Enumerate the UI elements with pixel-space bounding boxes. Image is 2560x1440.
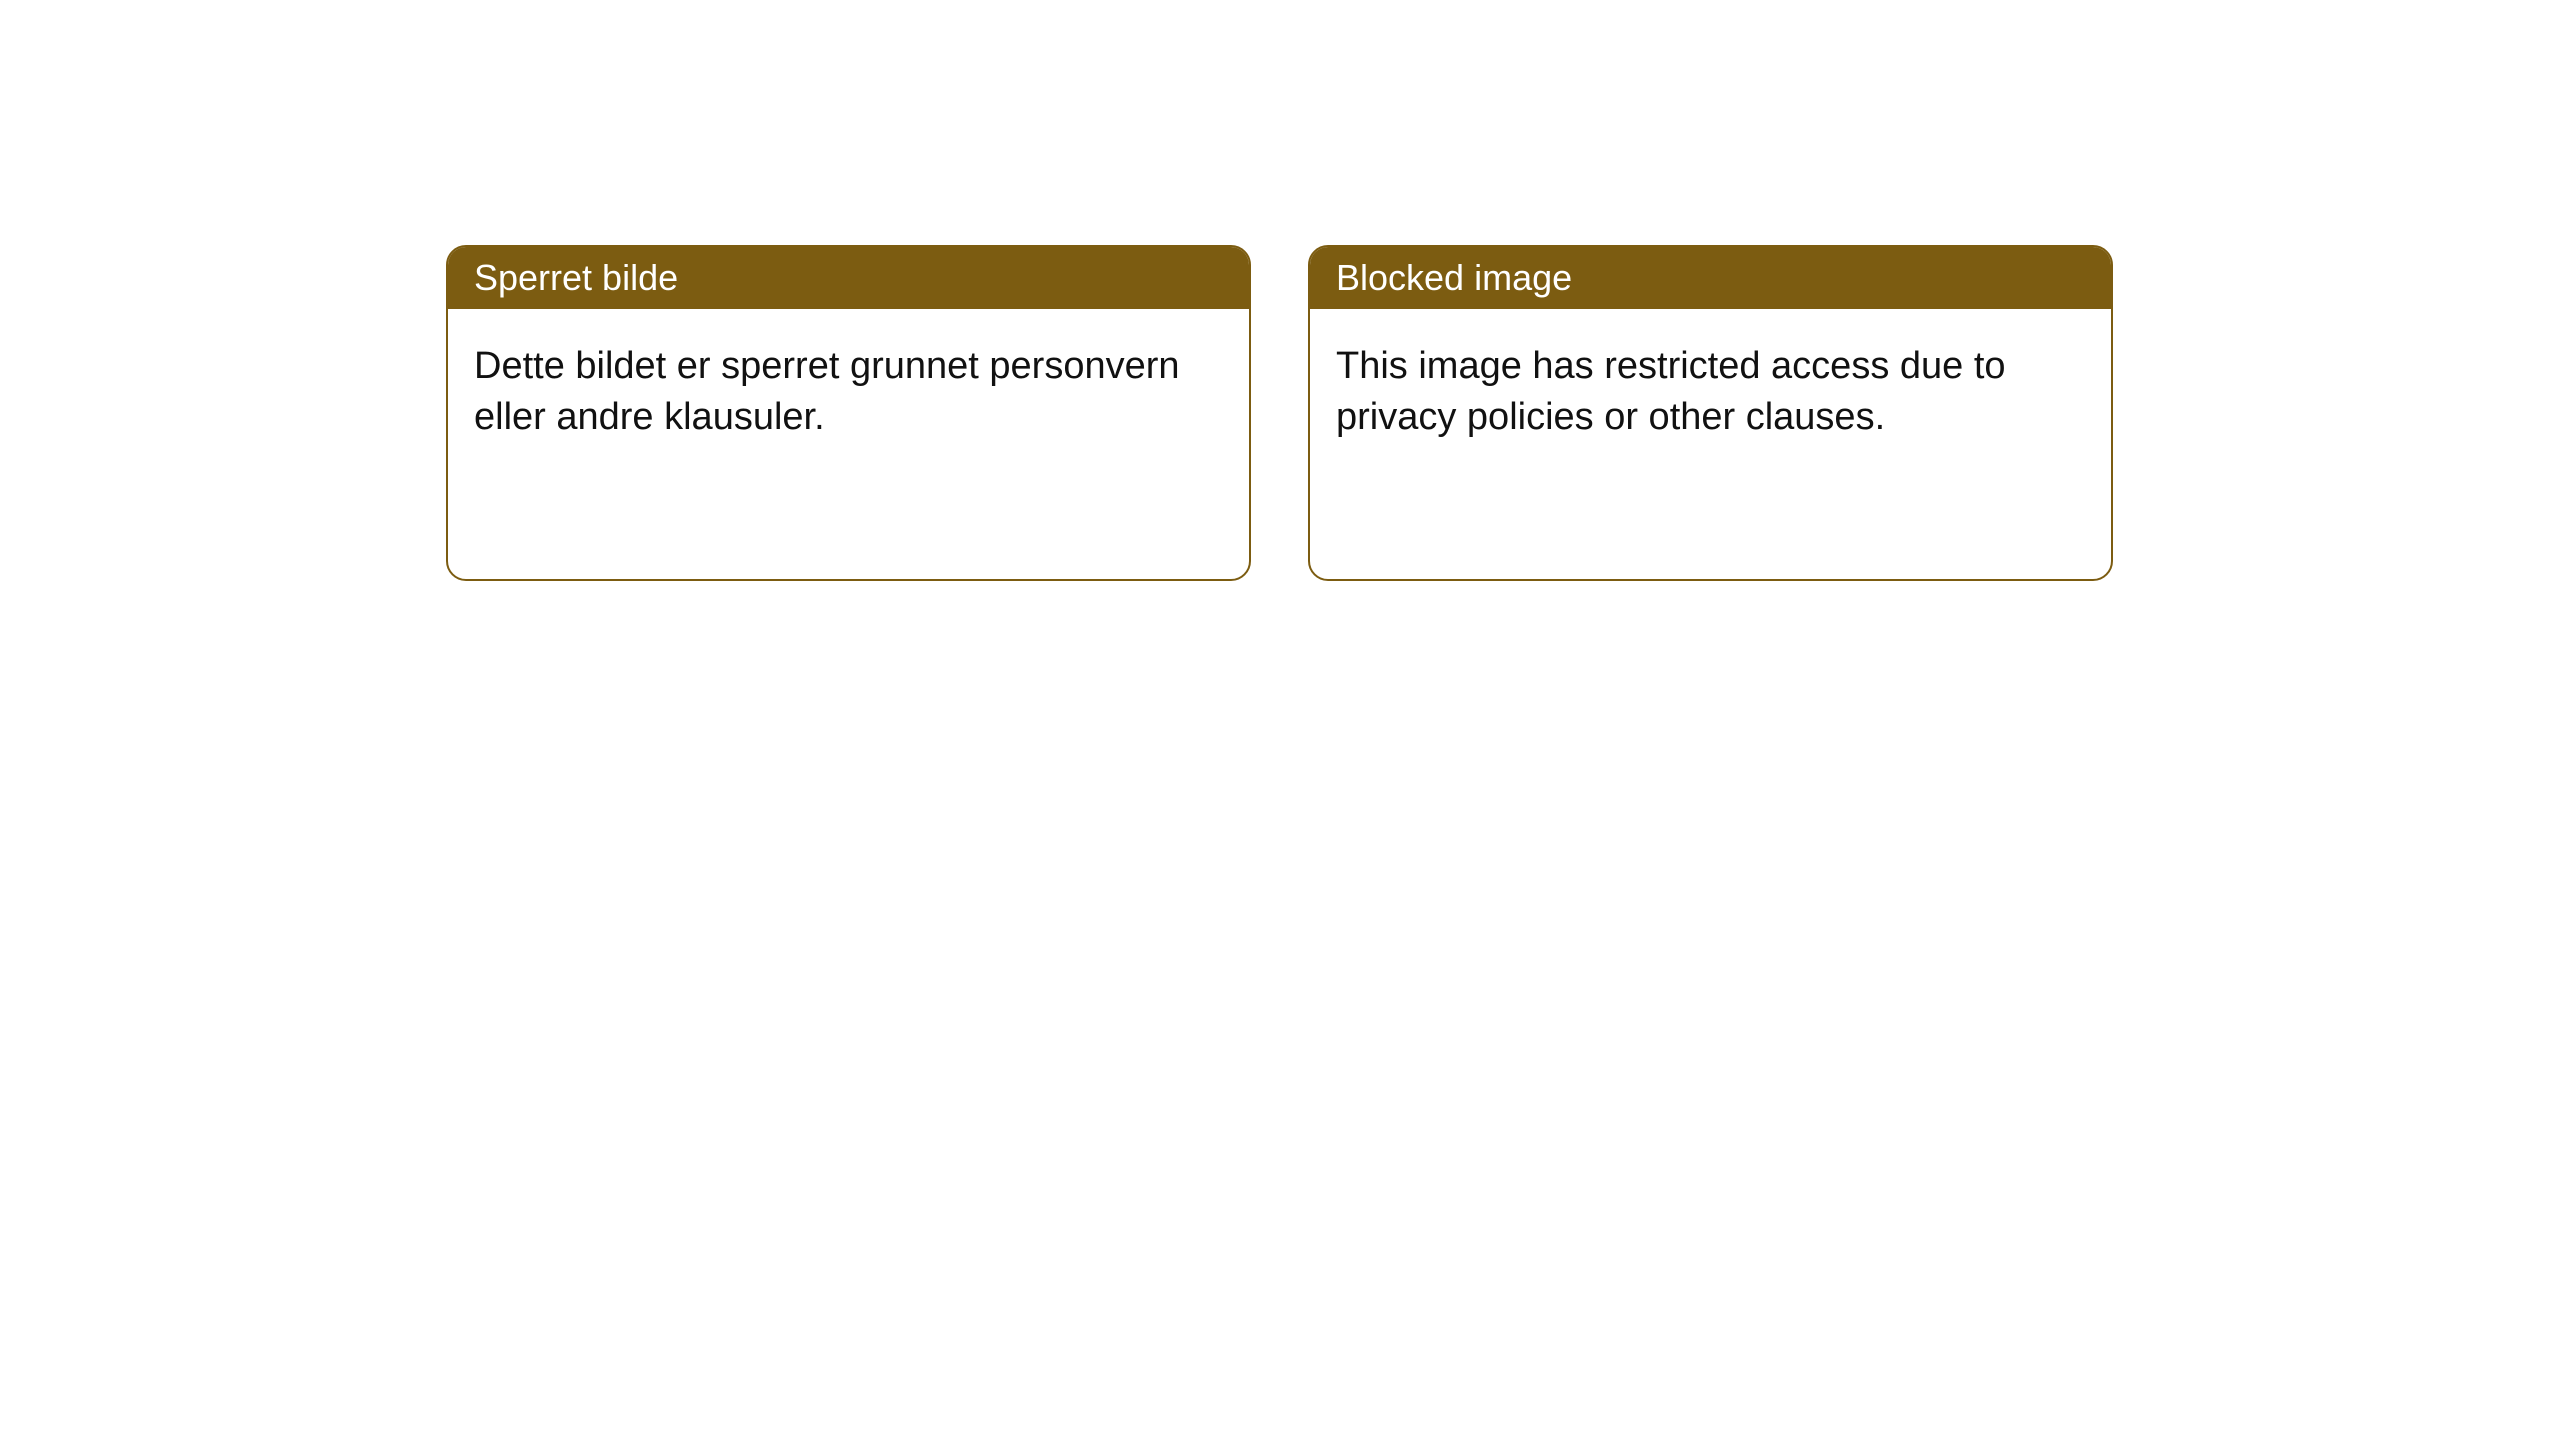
notice-card-english: Blocked image This image has restricted …: [1308, 245, 2113, 581]
notice-card-norwegian: Sperret bilde Dette bildet er sperret gr…: [446, 245, 1251, 581]
blocked-image-notices: Sperret bilde Dette bildet er sperret gr…: [446, 245, 2113, 581]
card-title: Blocked image: [1336, 257, 1572, 298]
card-body: This image has restricted access due to …: [1310, 309, 2111, 476]
card-header: Blocked image: [1310, 247, 2111, 309]
card-body: Dette bildet er sperret grunnet personve…: [448, 309, 1249, 476]
card-title: Sperret bilde: [474, 257, 678, 298]
card-message: This image has restricted access due to …: [1336, 345, 2006, 438]
card-header: Sperret bilde: [448, 247, 1249, 309]
card-message: Dette bildet er sperret grunnet personve…: [474, 345, 1180, 438]
